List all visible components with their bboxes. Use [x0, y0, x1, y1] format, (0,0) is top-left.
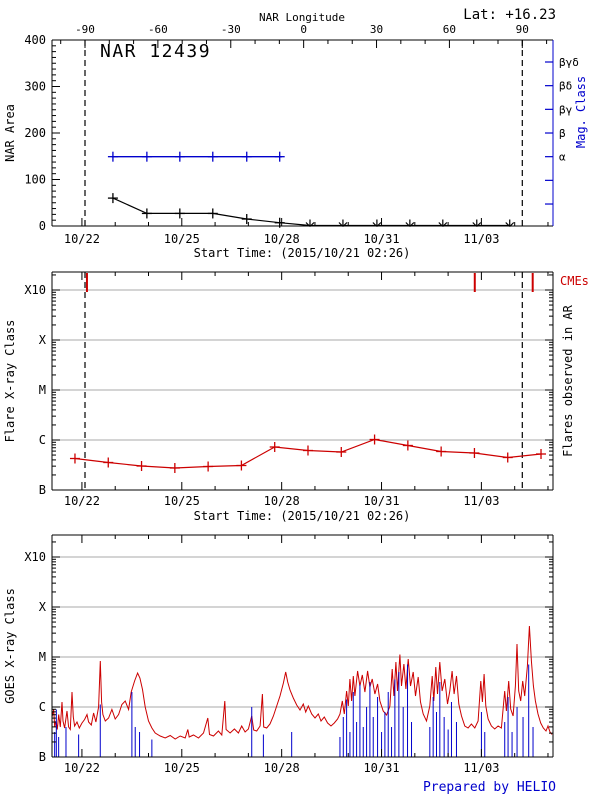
svg-text:10/25: 10/25 [164, 494, 200, 508]
svg-text:C: C [39, 700, 46, 714]
svg-text:400: 400 [24, 33, 46, 47]
svg-text:-30: -30 [221, 23, 241, 36]
flare-class-panel: 10/22 10/25 10/28 10/31 11/03 B C M X X10 [24, 271, 554, 508]
svg-text:βγ: βγ [559, 103, 573, 116]
svg-text:-90: -90 [75, 23, 95, 36]
nar-area-axis-label: NAR Area [3, 104, 17, 162]
svg-text:30: 30 [370, 23, 383, 36]
svg-text:X10: X10 [24, 550, 46, 564]
top-axis-title: NAR Longitude [259, 11, 345, 24]
svg-text:β: β [559, 127, 566, 140]
svg-text:100: 100 [24, 173, 46, 187]
svg-text:90: 90 [516, 23, 529, 36]
svg-text:B: B [39, 750, 46, 764]
svg-text:βδ: βδ [559, 80, 572, 93]
goes-axis-label: GOES X-ray Class [3, 588, 17, 704]
svg-text:X: X [39, 600, 47, 614]
svg-text:10/25: 10/25 [164, 761, 200, 775]
svg-text:10/22: 10/22 [64, 232, 100, 246]
svg-text:βγδ: βγδ [559, 56, 579, 69]
cmes-label: CMEs [560, 274, 589, 288]
svg-text:B: B [39, 483, 46, 497]
svg-text:10/31: 10/31 [363, 232, 399, 246]
flare-class-axis-label: Flare X-ray Class [3, 320, 17, 443]
svg-text:10/25: 10/25 [164, 232, 200, 246]
svg-text:M: M [39, 383, 46, 397]
svg-text:11/03: 11/03 [463, 232, 499, 246]
svg-text:10/22: 10/22 [64, 494, 100, 508]
svg-text:X: X [39, 333, 47, 347]
svg-text:α: α [559, 151, 566, 164]
svg-text:60: 60 [443, 23, 456, 36]
chart-render-layer: 10/22 10/25 10/28 10/31 11/03 -90 -60 -30 0 30 60 9… [24, 23, 579, 775]
start-time-label-2: Start Time: (2015/10/21 02:26) [194, 509, 411, 523]
nar-area-panel: 10/22 10/25 10/28 10/31 11/03 -90 -60 -30 0 30 60 9… [24, 23, 579, 246]
svg-text:200: 200 [24, 126, 46, 140]
svg-text:10/31: 10/31 [363, 494, 399, 508]
svg-text:10/31: 10/31 [363, 761, 399, 775]
svg-text:11/03: 11/03 [463, 494, 499, 508]
start-time-label-1: Start Time: (2015/10/21 02:26) [194, 246, 411, 260]
svg-text:-60: -60 [148, 23, 168, 36]
svg-text:C: C [39, 433, 46, 447]
svg-text:10/22: 10/22 [64, 761, 100, 775]
mag-class-axis-label: Mag. Class [574, 76, 588, 148]
svg-text:0: 0 [300, 23, 307, 36]
svg-text:10/28: 10/28 [264, 761, 300, 775]
credit-label: Prepared by HELIO [423, 780, 556, 795]
latitude-label: Lat: +16.23 [463, 7, 556, 23]
region-title: NAR 12439 [100, 41, 211, 62]
svg-text:10/28: 10/28 [264, 232, 300, 246]
svg-text:0: 0 [39, 219, 46, 233]
svg-text:11/03: 11/03 [463, 761, 499, 775]
svg-text:10/28: 10/28 [264, 494, 300, 508]
svg-text:X10: X10 [24, 283, 46, 297]
flares-in-ar-label: Flares observed in AR [561, 304, 575, 456]
svg-text:M: M [39, 650, 46, 664]
goes-flux-panel: 10/22 10/25 10/28 10/31 11/03 B C M X X10 [24, 534, 554, 775]
svg-text:300: 300 [24, 80, 46, 94]
